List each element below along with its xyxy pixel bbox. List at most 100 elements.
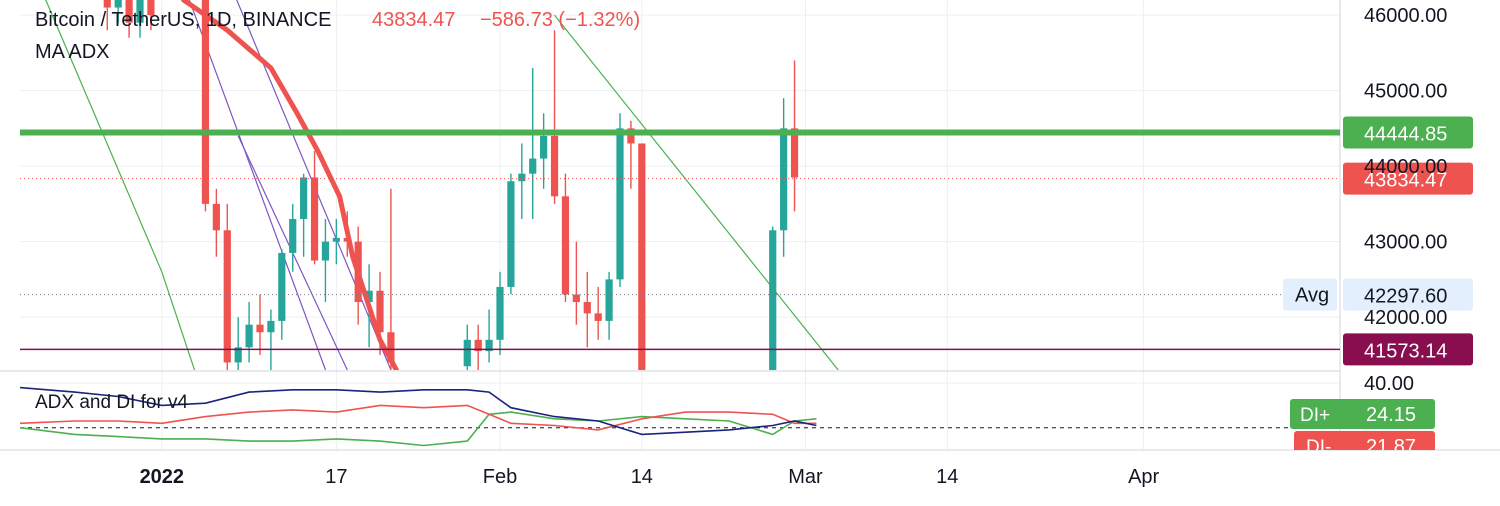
candle-body	[463, 339, 471, 367]
candles	[103, 0, 799, 370]
sub-axis-labels: DI+ 24.15 DI- 21.87	[1290, 399, 1435, 450]
candle-body	[300, 177, 308, 219]
candle-16	[321, 218, 330, 303]
candle-body	[245, 324, 253, 348]
candle-body	[278, 252, 286, 321]
price-tick-label: 43000.00	[1364, 232, 1447, 254]
candle-body	[627, 128, 635, 144]
candle-body	[638, 143, 646, 370]
trendline-0	[45, 0, 196, 370]
candle-5	[201, 0, 210, 212]
price-label-text: 43834.47	[1364, 170, 1447, 192]
candle-31	[550, 30, 559, 204]
candle-0	[103, 0, 111, 31]
hline-purple: 41573.14	[20, 333, 1473, 366]
adx-tick-label: 40.00	[1364, 373, 1414, 395]
time-tick-label: 2022	[140, 466, 185, 488]
candle-10	[256, 294, 264, 355]
candle-body	[518, 173, 526, 182]
candle-26	[496, 271, 504, 355]
candle-body	[790, 128, 799, 178]
candle-body	[103, 0, 111, 8]
di-plus-value: 24.15	[1366, 404, 1416, 426]
candle-40	[769, 226, 777, 370]
price-label-text: 41573.14	[1364, 340, 1447, 362]
candle-6	[212, 188, 220, 257]
price-tick-label: 42000.00	[1364, 307, 1447, 329]
price-label-text: 44444.85	[1364, 124, 1447, 146]
price-tick-label: 46000.00	[1364, 5, 1447, 27]
price-label-bg	[1343, 116, 1473, 149]
candle-body	[365, 290, 373, 303]
sub-series-group	[20, 386, 1340, 447]
candle-24	[474, 324, 482, 370]
di-plus-label: DI+ 24.15	[1290, 399, 1435, 429]
candle-body	[769, 230, 777, 370]
candle-34	[583, 271, 591, 348]
price-label-bg	[1343, 278, 1473, 311]
candle-8	[234, 317, 242, 370]
di-plus-bg	[1290, 399, 1435, 429]
candle-body	[267, 320, 275, 333]
time-tick-label: Feb	[483, 466, 517, 488]
axes: 46000.00 45000.00 44000.00 43000.00 42000.00…	[140, 5, 1448, 488]
candle-body	[223, 230, 231, 363]
candle-23	[463, 324, 471, 370]
candle-body	[583, 302, 591, 314]
candle-body	[616, 128, 624, 280]
candle-body	[529, 158, 537, 174]
candle-body	[550, 135, 559, 197]
candle-39	[638, 143, 646, 370]
candle-group	[103, 0, 799, 370]
grid	[0, 0, 1500, 451]
candle-body	[321, 241, 330, 261]
candle-body	[289, 218, 297, 253]
series-di_minus	[20, 404, 817, 431]
candle-22	[387, 188, 395, 370]
series-adx	[20, 386, 817, 436]
candle-25	[485, 309, 493, 363]
candle-14	[300, 173, 308, 257]
price-change: −586.73 (−1.32%)	[480, 9, 640, 31]
trendline-2	[236, 0, 392, 370]
candle-33	[572, 241, 580, 325]
candle-body	[114, 0, 122, 8]
candle-body	[310, 177, 319, 261]
adx-pane: DI+ 24.15 DI- 21.87	[20, 386, 1435, 450]
di-minus-bg	[1294, 431, 1435, 450]
time-tick-label: Apr	[1128, 466, 1159, 488]
avg-tag-bg	[1283, 278, 1337, 311]
candle-body	[212, 203, 220, 231]
candle-41	[780, 98, 788, 257]
candle-29	[529, 67, 537, 219]
candle-body	[561, 196, 570, 295]
candle-32	[561, 173, 570, 303]
horizontal-lines: 44444.85 43834.47 42297.60 Avg 41573.14	[20, 116, 1473, 366]
trendline-1	[188, 0, 327, 370]
price-tick-label: 44000.00	[1364, 156, 1447, 178]
candle-body	[147, 0, 155, 16]
candle-13	[289, 203, 297, 272]
candle-35	[594, 286, 602, 340]
ma-group	[181, 0, 399, 370]
time-tick-label: 14	[631, 466, 653, 488]
time-tick-label: 14	[936, 466, 958, 488]
price-label-bg	[1343, 333, 1473, 366]
avg-tag-text: Avg	[1295, 285, 1329, 307]
candle-27	[507, 173, 515, 295]
hline-support: 44444.85	[20, 116, 1473, 149]
trendline-4	[554, 14, 839, 370]
candle-body	[540, 135, 548, 159]
candle-28	[518, 143, 526, 219]
candle-42	[790, 60, 799, 212]
moving-average	[181, 0, 399, 370]
candle-body	[605, 279, 613, 321]
candle-body	[780, 128, 788, 231]
candle-17	[332, 218, 340, 265]
candle-body	[485, 339, 493, 352]
candle-body	[256, 324, 264, 333]
time-tick-label: Mar	[788, 466, 823, 488]
candle-15	[310, 151, 319, 265]
